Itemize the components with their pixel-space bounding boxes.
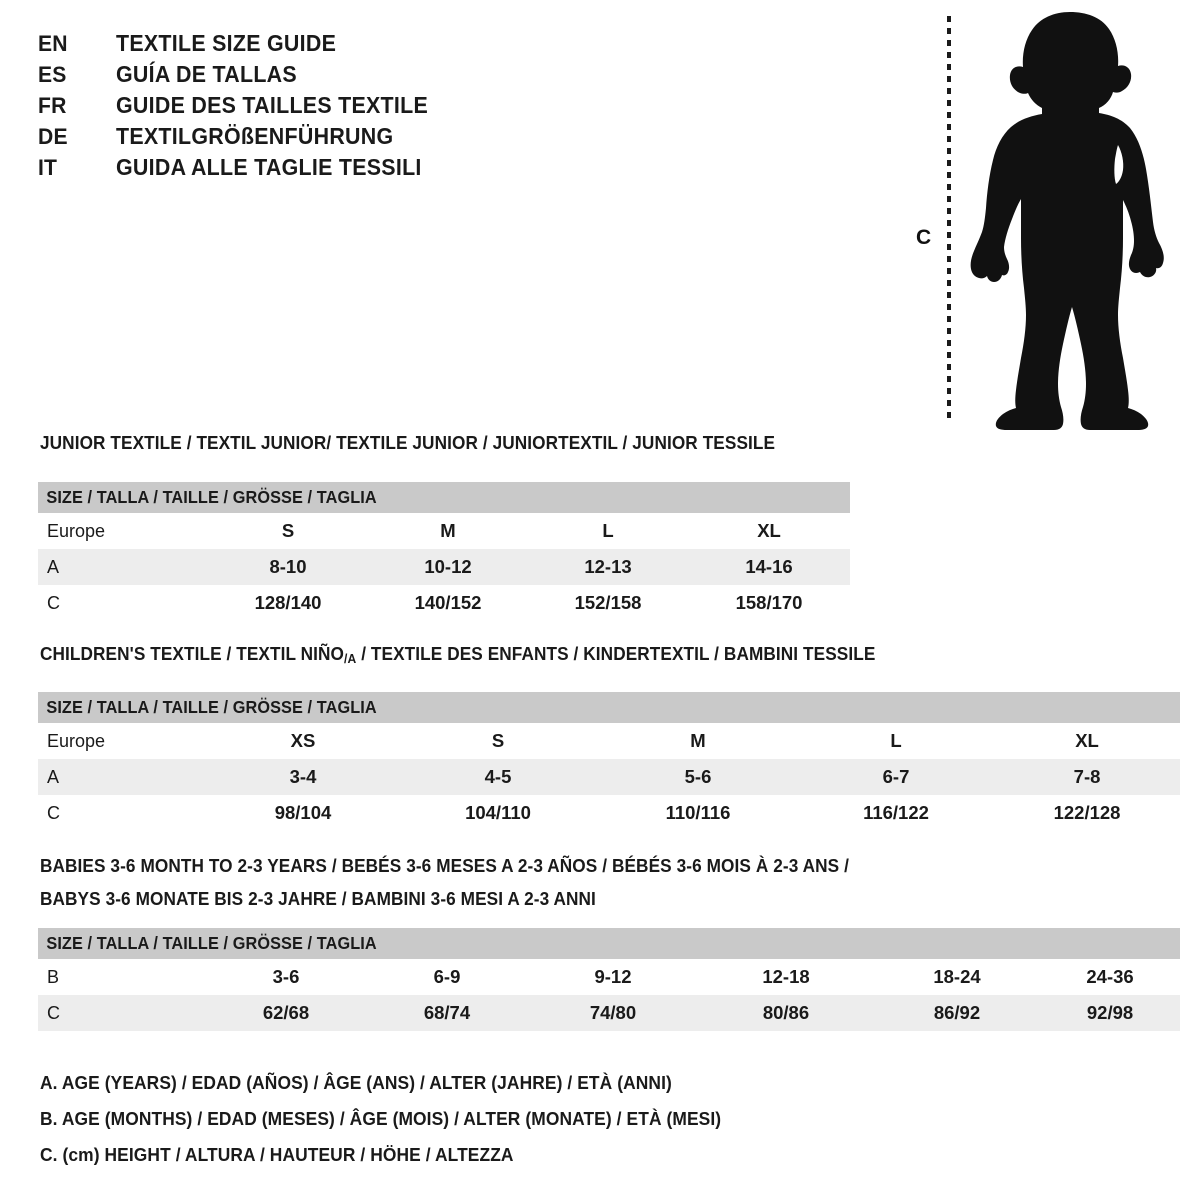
junior-size-l: L [528, 513, 688, 549]
height-measure-label: C [916, 226, 932, 249]
language-title-de: TEXTILGRÖßENFÜHRUNG [116, 123, 394, 149]
footnote-b: B. AGE (MONTHS) / EDAD (MESES) / ÂGE (MO… [40, 1108, 722, 1129]
children-size-xs: XS [208, 723, 398, 759]
language-title-block: EN TEXTILE SIZE GUIDE ES GUÍA DE TALLAS … [38, 30, 858, 185]
table-row: A 3-4 4-5 5-6 6-7 7-8 [38, 759, 1181, 795]
language-code-es: ES [38, 62, 67, 87]
junior-row-label-c: C [38, 585, 208, 621]
children-age-l: 6-7 [798, 759, 994, 795]
babies-table-band-header: SIZE / TALLA / TAILLE / GRÖSSE / TAGLIA [38, 928, 1181, 959]
section-heading-babies-line2: BABYS 3-6 MONATE BIS 2-3 JAHRE / BAMBINI… [40, 888, 596, 909]
language-title-fr: GUIDE DES TAILLES TEXTILE [116, 92, 429, 118]
language-title-en: TEXTILE SIZE GUIDE [116, 30, 337, 56]
language-title-it: GUIDA ALLE TAGLIE TESSILI [116, 154, 422, 180]
children-height-xs: 98/104 [208, 795, 398, 831]
language-code-fr: FR [38, 93, 67, 118]
junior-height-xl: 158/170 [688, 585, 851, 621]
legend-footnotes: A. AGE (YEARS) / EDAD (AÑOS) / ÂGE (ANS)… [40, 1065, 940, 1173]
language-code-it: IT [38, 155, 58, 180]
table-row: A 8-10 10-12 12-13 14-16 [38, 549, 851, 585]
footnote-a: A. AGE (YEARS) / EDAD (AÑOS) / ÂGE (ANS)… [40, 1072, 672, 1093]
junior-row-label-a: A [38, 549, 208, 585]
children-table-band-header: SIZE / TALLA / TAILLE / GRÖSSE / TAGLIA [38, 692, 1181, 723]
children-size-m: M [598, 723, 798, 759]
babies-height-4: 80/86 [698, 995, 874, 1031]
babies-height-5: 86/92 [874, 995, 1040, 1031]
children-heading-sub: /A [344, 651, 357, 666]
language-row-es: ES GUÍA DE TALLAS [38, 61, 858, 92]
height-dotted-line [947, 16, 951, 420]
babies-height-6: 92/98 [1040, 995, 1181, 1031]
children-row-label-c: C [38, 795, 208, 831]
children-size-l: L [798, 723, 994, 759]
junior-age-l: 12-13 [528, 549, 688, 585]
language-row-de: DE TEXTILGRÖßENFÜHRUNG [38, 123, 858, 154]
children-age-xl: 7-8 [994, 759, 1181, 795]
table-row: C 62/68 68/74 74/80 80/86 86/92 92/98 [38, 995, 1181, 1031]
footnote-c: C. (cm) HEIGHT / ALTURA / HAUTEUR / HÖHE… [40, 1144, 514, 1165]
table-row: Europe S M L XL [38, 513, 851, 549]
junior-age-s: 8-10 [208, 549, 368, 585]
junior-row-label-europe: Europe [38, 513, 208, 549]
junior-band-label: SIZE / TALLA / TAILLE / GRÖSSE / TAGLIA [46, 487, 377, 507]
junior-height-s: 128/140 [208, 585, 368, 621]
children-row-label-europe: Europe [38, 723, 208, 759]
language-row-fr: FR GUIDE DES TAILLES TEXTILE [38, 92, 858, 123]
height-measurement-figure: C [900, 8, 1190, 433]
language-row-en: EN TEXTILE SIZE GUIDE [38, 30, 858, 61]
babies-months-2: 6-9 [366, 959, 528, 995]
babies-months-6: 24-36 [1040, 959, 1181, 995]
babies-size-table: SIZE / TALLA / TAILLE / GRÖSSE / TAGLIA … [38, 928, 1181, 1031]
children-heading-post: / TEXTILE DES ENFANTS / KINDERTEXTIL / B… [356, 643, 876, 664]
babies-band-label: SIZE / TALLA / TAILLE / GRÖSSE / TAGLIA [46, 933, 377, 953]
junior-size-table: SIZE / TALLA / TAILLE / GRÖSSE / TAGLIA … [38, 482, 851, 621]
junior-size-s: S [208, 513, 368, 549]
babies-months-3: 9-12 [528, 959, 698, 995]
toddler-silhouette-icon [970, 12, 1164, 430]
children-height-xl: 122/128 [994, 795, 1181, 831]
language-code-de: DE [38, 124, 68, 149]
children-height-m: 110/116 [598, 795, 798, 831]
junior-size-m: M [368, 513, 528, 549]
children-age-s: 4-5 [398, 759, 598, 795]
table-row: C 98/104 104/110 110/116 116/122 122/128 [38, 795, 1181, 831]
babies-months-5: 18-24 [874, 959, 1040, 995]
table-row: Europe XS S M L XL [38, 723, 1181, 759]
junior-height-l: 152/158 [528, 585, 688, 621]
language-title-es: GUÍA DE TALLAS [116, 61, 297, 87]
children-age-m: 5-6 [598, 759, 798, 795]
children-height-l: 116/122 [798, 795, 994, 831]
junior-height-m: 140/152 [368, 585, 528, 621]
section-heading-babies-line1: BABIES 3-6 MONTH TO 2-3 YEARS / BEBÉS 3-… [40, 855, 849, 876]
children-heading-pre: CHILDREN'S TEXTILE / TEXTIL NIÑO [40, 643, 345, 664]
babies-height-1: 62/68 [206, 995, 366, 1031]
language-row-it: IT GUIDA ALLE TAGLIE TESSILI [38, 154, 858, 185]
babies-row-label-c: C [38, 995, 206, 1031]
babies-height-2: 68/74 [366, 995, 528, 1031]
babies-row-label-b: B [38, 959, 206, 995]
babies-height-3: 74/80 [528, 995, 698, 1031]
table-row: C 128/140 140/152 152/158 158/170 [38, 585, 851, 621]
children-size-table: SIZE / TALLA / TAILLE / GRÖSSE / TAGLIA … [38, 692, 1181, 831]
babies-months-1: 3-6 [206, 959, 366, 995]
junior-size-xl: XL [688, 513, 851, 549]
children-row-label-a: A [38, 759, 208, 795]
language-code-en: EN [38, 31, 68, 56]
children-band-label: SIZE / TALLA / TAILLE / GRÖSSE / TAGLIA [46, 697, 377, 717]
table-row: B 3-6 6-9 9-12 12-18 18-24 24-36 [38, 959, 1181, 995]
babies-months-4: 12-18 [698, 959, 874, 995]
junior-age-m: 10-12 [368, 549, 528, 585]
children-size-s: S [398, 723, 598, 759]
junior-age-xl: 14-16 [688, 549, 851, 585]
children-size-xl: XL [994, 723, 1181, 759]
section-heading-children: CHILDREN'S TEXTILE / TEXTIL NIÑO/A / TEX… [40, 643, 875, 666]
children-age-xs: 3-4 [208, 759, 398, 795]
children-height-s: 104/110 [398, 795, 598, 831]
section-heading-junior: JUNIOR TEXTILE / TEXTIL JUNIOR/ TEXTILE … [40, 432, 776, 453]
junior-table-band-header: SIZE / TALLA / TAILLE / GRÖSSE / TAGLIA [38, 482, 851, 513]
